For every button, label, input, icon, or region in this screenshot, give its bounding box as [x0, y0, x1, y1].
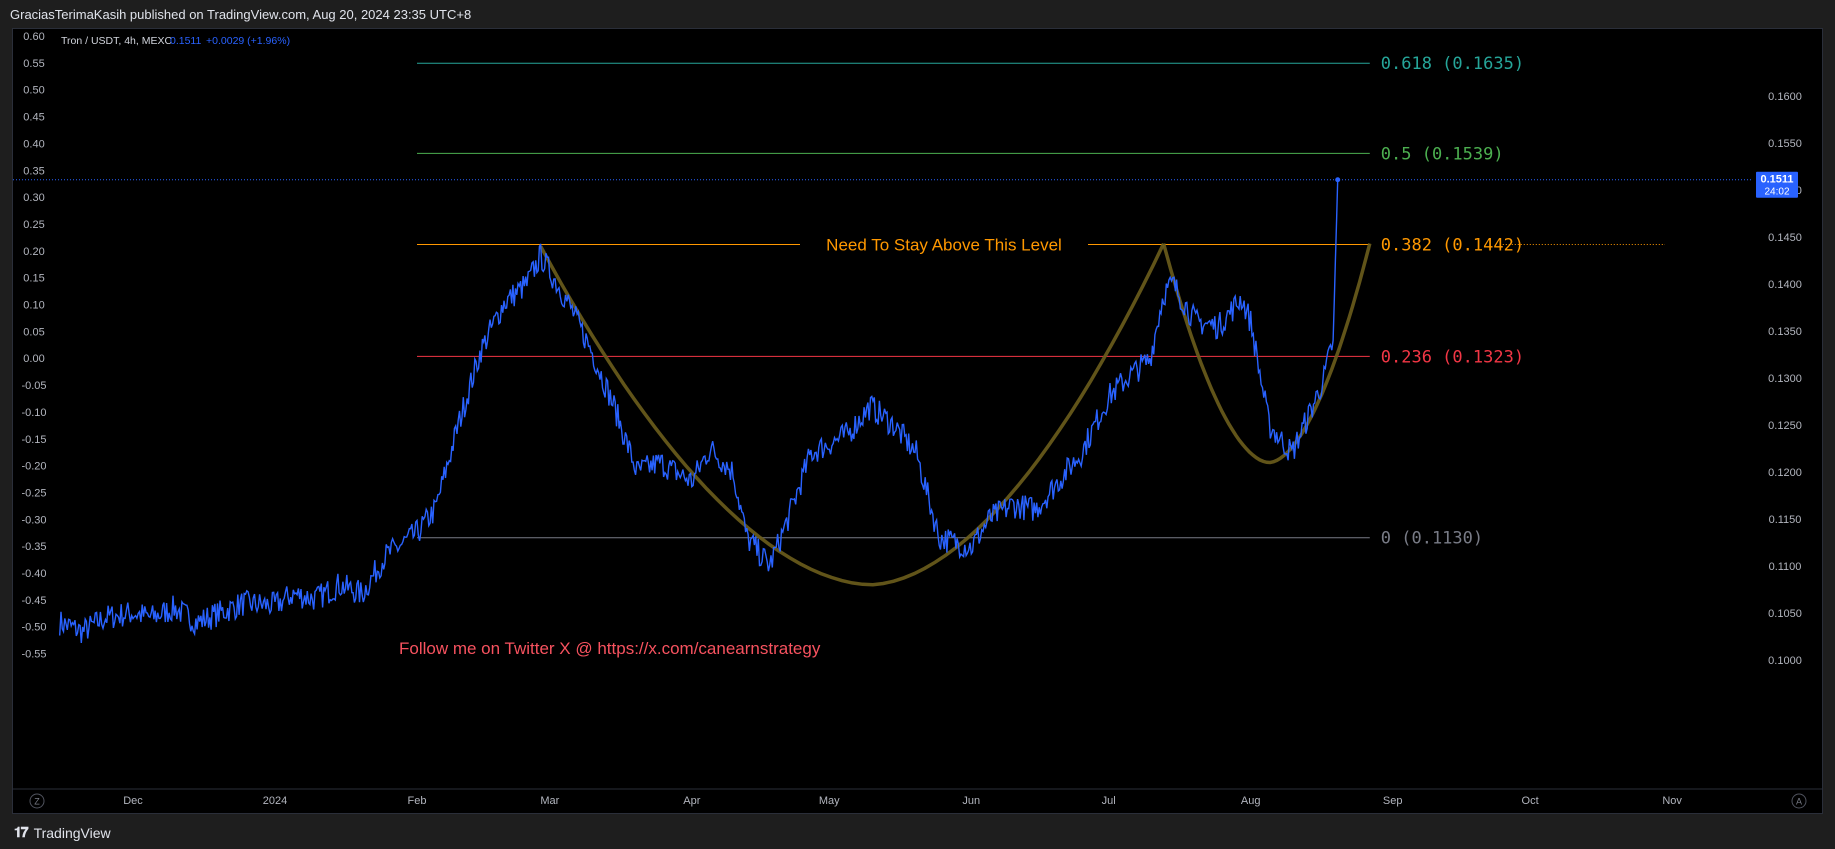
- left-axis-tick: 0.15: [23, 273, 44, 285]
- fibonacci-retracement[interactable]: 0.618 (0.1635) 0.5 (0.1539) 0.382 (0.1442)…: [417, 54, 1665, 549]
- left-axis-tick: 0.40: [23, 138, 44, 150]
- left-axis-tick: -0.25: [21, 487, 46, 499]
- time-tick-label: Feb: [408, 795, 427, 807]
- left-axis-tick: -0.40: [21, 568, 46, 580]
- left-axis-tick: 0.00: [23, 353, 44, 365]
- left-axis-tick: 0.35: [23, 165, 44, 177]
- right-axis-tick: 0.1100: [1769, 561, 1802, 573]
- time-tick-label: May: [819, 795, 840, 807]
- symbol-change: +0.0029 (+1.96%): [206, 35, 290, 47]
- symbol-legend[interactable]: Tron / USDT, 4h, MEXC 0.1511 +0.0029 (+1…: [61, 35, 290, 47]
- fib-level-label: 0.382 (0.1442): [1381, 236, 1524, 256]
- right-axis-tick: 0.1450: [1768, 232, 1802, 244]
- price-series: [59, 179, 1339, 643]
- fib-level-label: 0.5 (0.1539): [1381, 144, 1504, 164]
- chart-frame[interactable]: 0.60 0.55 0.50 0.45 0.40 0.35 0.30 0.25 0.20 0.15…: [12, 28, 1823, 814]
- left-axis-tick: -0.10: [21, 407, 46, 419]
- right-axis-tick: 0.1350: [1768, 326, 1802, 338]
- time-tick-label: Aug: [1241, 795, 1261, 807]
- left-axis-tick: 0.20: [23, 246, 44, 258]
- right-axis-tick: 0.1150: [1769, 514, 1802, 526]
- time-tick-label: Nov: [1662, 795, 1682, 807]
- left-axis-tick: -0.50: [21, 622, 46, 634]
- publish-text: GraciasTerimaKasih published on TradingV…: [10, 7, 472, 22]
- last-price-countdown: 24:02: [1764, 187, 1789, 198]
- left-axis-tick: 0.25: [23, 219, 44, 231]
- time-tick-label: Oct: [1522, 795, 1539, 807]
- left-axis-tick: 0.05: [23, 326, 44, 338]
- fib-level-label: 0.618 (0.1635): [1381, 54, 1524, 74]
- fib-level-label: 0 (0.1130): [1381, 529, 1483, 549]
- time-axis[interactable]: Dec 2024 Feb Mar Apr May Jun Jul Aug Sep Oct Nov: [13, 788, 1822, 807]
- last-price-dot: [1335, 177, 1341, 183]
- cup-curve: [539, 242, 1166, 587]
- tradingview-brand: TradingView: [33, 824, 111, 841]
- time-tick-label: Sep: [1383, 795, 1403, 807]
- right-axis-tick: 0.1000: [1768, 655, 1802, 667]
- fib-level-label: 0.236 (0.1323): [1381, 347, 1524, 367]
- tradingview-logo[interactable]: 𝟏𝟕 TradingView: [14, 824, 111, 841]
- symbol-title: Tron / USDT, 4h, MEXC: [61, 35, 172, 47]
- right-axis-tick: 0.1200: [1768, 467, 1802, 479]
- left-axis-tick: -0.35: [21, 541, 46, 553]
- price-line: [59, 179, 1339, 643]
- time-tick-label: Mar: [540, 795, 559, 807]
- auto-scale-button[interactable]: A: [1791, 793, 1807, 809]
- footer-bar: 𝟏𝟕 TradingView: [0, 814, 1835, 849]
- left-axis-tick: -0.45: [21, 595, 46, 607]
- symbol-price: 0.1511: [170, 35, 201, 47]
- time-tick-label: Jul: [1102, 795, 1116, 807]
- price-chart[interactable]: 0.60 0.55 0.50 0.45 0.40 0.35 0.30 0.25 0.20 0.15…: [13, 29, 1822, 813]
- right-axis[interactable]: 0.16000.15500.15000.14500.14000.13500.13…: [1768, 91, 1802, 667]
- annotation-background: [800, 234, 1088, 255]
- time-tick-label: Dec: [123, 795, 143, 807]
- tradingview-icon: 𝟏𝟕: [14, 824, 29, 840]
- left-axis-tick: -0.55: [21, 649, 46, 661]
- left-axis-tick: 0.45: [23, 112, 44, 124]
- time-tick-label: Apr: [683, 795, 700, 807]
- right-axis-tick: 0.1300: [1768, 373, 1802, 385]
- left-axis-tick: 0.10: [23, 300, 44, 312]
- right-axis-tick: 0.1600: [1768, 91, 1802, 103]
- left-axis-tick: -0.15: [21, 434, 46, 446]
- last-price-box: [1756, 171, 1798, 198]
- left-axis-tick: -0.30: [21, 514, 46, 526]
- time-tick-label: 2024: [263, 795, 287, 807]
- last-price-label: 0.1511: [1760, 174, 1793, 186]
- right-axis-tick: 0.1400: [1768, 279, 1802, 291]
- handle-curve: [1161, 243, 1372, 465]
- left-axis-tick: 0.55: [23, 58, 44, 70]
- svg-text:Z: Z: [34, 797, 40, 807]
- time-tick-label: Jun: [962, 795, 980, 807]
- annotations[interactable]: Need To Stay Above This Level Follow me o…: [399, 234, 1088, 658]
- annotation-twitter: Follow me on Twitter X @ https://x.com/c…: [399, 639, 821, 658]
- right-axis-tick: 0.1550: [1768, 138, 1802, 150]
- left-axis-tick: 0.60: [23, 31, 44, 43]
- left-axis: 0.60 0.55 0.50 0.45 0.40 0.35 0.30 0.25 0.20 0.15…: [21, 31, 46, 661]
- right-axis-tick: 0.1050: [1768, 608, 1802, 620]
- left-axis-tick: 0.50: [23, 85, 44, 97]
- annotation-stay-above: Need To Stay Above This Level: [826, 236, 1062, 255]
- timezone-button[interactable]: Z: [29, 793, 45, 809]
- publish-bar: GraciasTerimaKasih published on TradingV…: [0, 0, 1835, 28]
- left-axis-tick: 0.30: [23, 192, 44, 204]
- svg-text:A: A: [1796, 797, 1802, 807]
- cup-and-handle-drawing[interactable]: [539, 242, 1372, 587]
- left-axis-tick: -0.20: [21, 461, 46, 473]
- left-axis-tick: -0.05: [21, 380, 46, 392]
- right-axis-tick: 0.1250: [1768, 420, 1802, 432]
